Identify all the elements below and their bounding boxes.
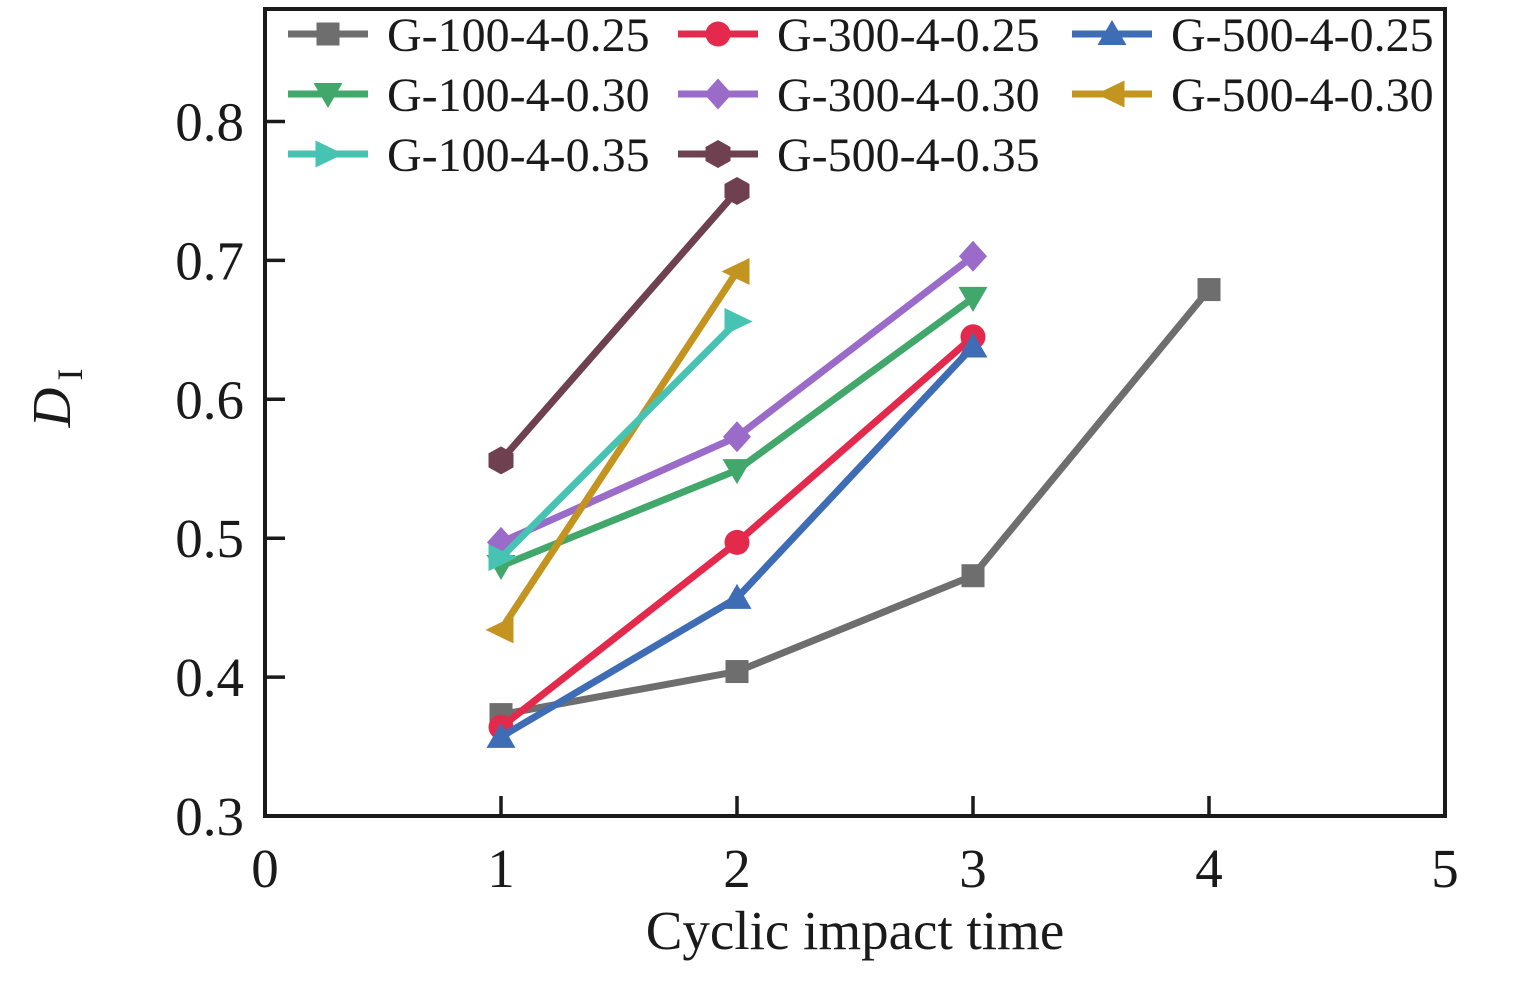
series-marker-G-500-4-0.25-3 [958, 332, 988, 358]
series-marker-G-500-4-0.25-2 [722, 583, 752, 609]
x-tick-label: 4 [1195, 838, 1223, 899]
x-tick-label: 5 [1431, 838, 1459, 899]
series-marker-G-500-4-0.30-2 [721, 258, 750, 286]
series-line-G-100-4-0.25 [500, 287, 1212, 719]
legend-entry-G-500-4-0.25: G-500-4-0.25 [1072, 9, 1434, 62]
legend-label-G-300-4-0.30: G-300-4-0.30 [777, 69, 1040, 122]
series-marker-G-300-4-0.30-3 [959, 240, 987, 272]
y-tick-label: 0.8 [175, 92, 244, 153]
legend-entry-G-300-4-0.25: G-300-4-0.25 [678, 9, 1040, 62]
legend-label-G-500-4-0.25: G-500-4-0.25 [1171, 9, 1434, 62]
series-marker-G-300-4-0.25-2 [724, 529, 750, 555]
series-marker-G-100-4-0.25-2 [725, 660, 749, 684]
series-marker-G-500-4-0.35-1 [488, 446, 514, 475]
series-G-500-4-0.25 [486, 332, 988, 748]
series-line-G-500-4-0.30 [498, 269, 740, 632]
x-tick-label: 1 [487, 838, 515, 899]
series-marker-G-100-4-0.25-4 [1197, 278, 1221, 302]
legend-marker-G-100-4-0.35 [315, 140, 344, 168]
y-axis-label: D I [21, 369, 90, 429]
series-marker-G-300-4-0.30-2 [723, 421, 751, 453]
legend-entry-G-500-4-0.35: G-500-4-0.35 [678, 129, 1040, 182]
legend-marker-G-100-4-0.25 [316, 22, 340, 46]
series-marker-G-100-4-0.30-3 [958, 286, 988, 312]
y-tick-label: 0.3 [175, 786, 244, 847]
series-line-G-100-4-0.35 [498, 319, 740, 561]
x-axis-label: Cyclic impact time [646, 900, 1065, 961]
series-marker-G-500-4-0.35-2 [724, 176, 750, 205]
y-axis-label-subscript: I [50, 369, 90, 381]
legend-entry-G-300-4-0.30: G-300-4-0.30 [678, 69, 1040, 122]
x-tick-label: 3 [959, 838, 987, 899]
series-marker-G-100-4-0.25-3 [961, 564, 985, 588]
series-marker-G-500-4-0.30-1 [485, 616, 514, 644]
legend-label-G-100-4-0.30: G-100-4-0.30 [387, 69, 650, 122]
series-G-100-4-0.35 [488, 308, 753, 572]
legend-label-G-300-4-0.25: G-300-4-0.25 [777, 9, 1040, 62]
y-tick-label: 0.4 [175, 647, 244, 708]
legend-entry-G-100-4-0.25: G-100-4-0.25 [288, 9, 650, 62]
series-G-300-4-0.25 [488, 324, 986, 740]
series-G-300-4-0.30 [487, 240, 987, 558]
legend-label-G-100-4-0.35: G-100-4-0.35 [387, 129, 650, 182]
legend-marker-G-500-4-0.30 [1096, 80, 1125, 108]
series-marker-G-100-4-0.35-2 [724, 308, 753, 336]
legend-marker-G-100-4-0.30 [313, 83, 343, 108]
y-axis-label-base: D [21, 388, 82, 429]
y-tick-label: 0.7 [175, 230, 244, 291]
series-marker-G-100-4-0.35-1 [488, 544, 517, 572]
legend-label-G-500-4-0.30: G-500-4-0.30 [1171, 69, 1434, 122]
x-tick-label: 2 [723, 838, 751, 899]
legend-marker-G-300-4-0.30 [704, 78, 732, 110]
legend-label-G-500-4-0.35: G-500-4-0.35 [777, 129, 1040, 182]
legend-marker-G-500-4-0.35 [705, 140, 731, 168]
legend-entry-G-500-4-0.30: G-500-4-0.30 [1072, 69, 1434, 122]
series-marker-G-500-4-0.25-1 [486, 722, 516, 748]
legend: G-100-4-0.25 G-300-4-0.25 G-500-4-0.25 G-10… [288, 9, 1434, 182]
series-G-500-4-0.30 [485, 258, 750, 644]
series-G-500-4-0.35 [488, 176, 750, 475]
series-marker-G-100-4-0.30-2 [722, 459, 752, 485]
legend-marker-G-300-4-0.25 [705, 21, 731, 47]
legend-entry-G-100-4-0.35: G-100-4-0.35 [288, 129, 650, 182]
x-tick-label: 0 [251, 838, 279, 899]
series-G-100-4-0.25 [489, 278, 1221, 727]
y-tick-label: 0.5 [175, 508, 244, 569]
legend-marker-G-500-4-0.25 [1097, 20, 1127, 45]
legend-label-G-100-4-0.25: G-100-4-0.25 [387, 9, 650, 62]
y-tick-label: 0.6 [175, 369, 244, 430]
series-line-G-500-4-0.35 [498, 188, 740, 463]
legend-entry-G-100-4-0.30: G-100-4-0.30 [288, 69, 650, 122]
plot-frame [263, 7, 1447, 818]
